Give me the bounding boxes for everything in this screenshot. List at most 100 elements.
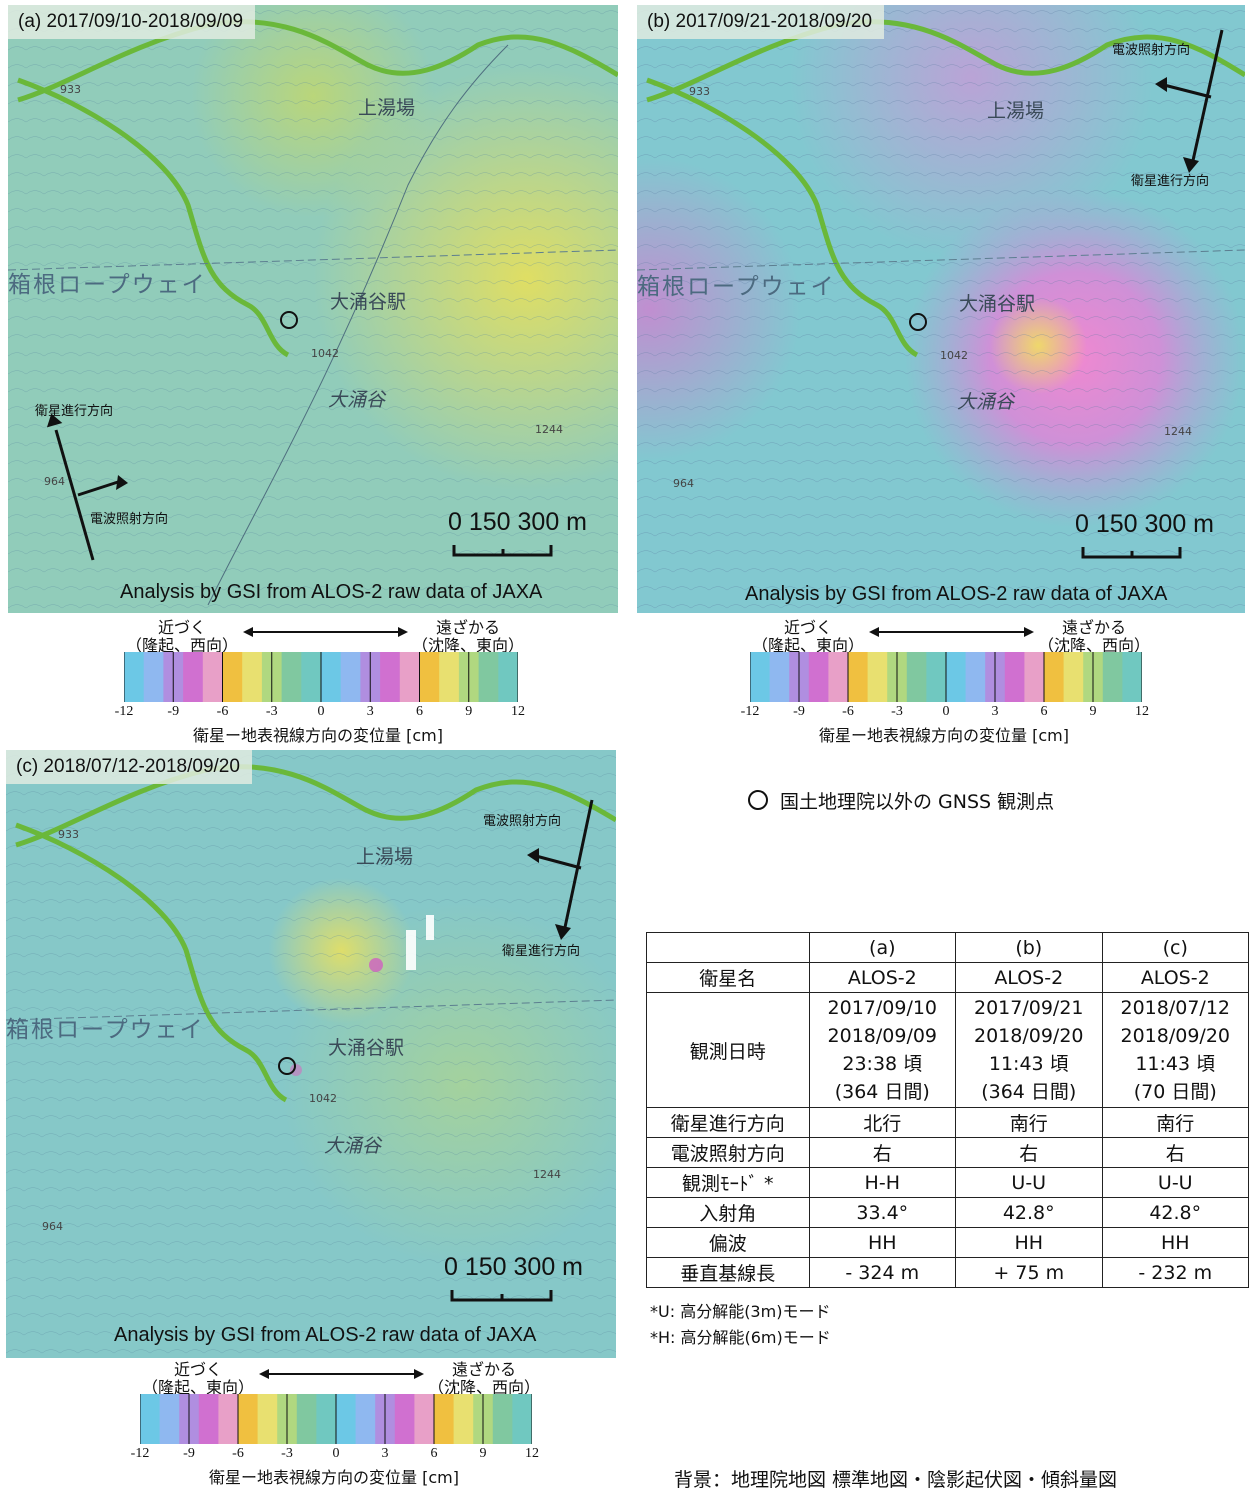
colorbar-swatch [936, 652, 947, 702]
colorbar-swatch [355, 1394, 366, 1444]
colorbar-tick-label: 3 [991, 704, 999, 719]
colorbar-swatch [808, 652, 820, 702]
colorbar-swatch [463, 1394, 474, 1444]
colorbar-swatch [218, 1394, 229, 1444]
row-header: 衛星名 [646, 962, 810, 993]
colorbar-swatch [995, 652, 1006, 702]
color-legend-c: 近づく （隆起、東向） 遠ざかる （沈降、西向） -12 -9 -6 -3 0 3 6 9 12… [114, 1356, 554, 1487]
road [646, 77, 919, 358]
near-label: 近づく [783, 618, 832, 637]
far-sub-label: （沈降、西向） [427, 1378, 540, 1397]
map-panel-c: (c) 2018/07/12-2018/09/20 上湯場 箱根ロープウェイ 大… [6, 750, 616, 1358]
table-cell: 右 [808, 1137, 957, 1168]
cell-line: 2017/09/10 [827, 997, 938, 1019]
colorbar-swatch [350, 652, 361, 702]
scale-bar: 0 150 300 m [444, 1253, 583, 1311]
circle-icon [748, 790, 768, 810]
row-header: 観測ﾓｰﾄﾞ * [646, 1167, 810, 1198]
colorbar-swatch [336, 1394, 347, 1444]
elevation-label: 933 [58, 828, 79, 841]
colorbar-swatch [183, 652, 194, 702]
colorbar-swatch [414, 1394, 425, 1444]
colorbar-swatch [389, 652, 401, 702]
colorbar-swatch [955, 652, 967, 702]
colorbar-tick-label: -12 [740, 704, 760, 719]
colorbar-tick-label: 12 [1135, 704, 1149, 719]
color-legend-a: 近づく （隆起、西向） 遠ざかる （沈降、東向） -12 -9 -6 -3 0 3 6 9 12… [98, 614, 538, 745]
colorbar-swatch [429, 652, 440, 702]
colorbar-swatch [483, 1394, 494, 1444]
colorbar-swatch [443, 1394, 455, 1444]
colorbar-swatch [202, 652, 214, 702]
place-label: 上湯場 [358, 97, 416, 119]
elevation-label: 1244 [1164, 425, 1192, 438]
far-sub-label: （沈降、西向） [1037, 636, 1150, 655]
colorbar-swatch [340, 652, 352, 702]
table-cell: 南行 [955, 1107, 1103, 1138]
attribution: Analysis by GSI from ALOS-2 raw data of … [114, 1324, 537, 1346]
colorbar-swatch [140, 1394, 151, 1444]
colorbar-swatch [828, 652, 839, 702]
colorbar-swatch [153, 652, 164, 702]
table-cell: U-U [955, 1167, 1103, 1198]
colorbar-tick-label: 9 [1089, 704, 1097, 719]
colorbar-swatch [242, 652, 253, 702]
colorbar-tick-label: 6 [416, 704, 423, 719]
panel-label: (a) 2017/09/10-2018/09/09 [8, 5, 256, 39]
colorbar-swatch [159, 1394, 170, 1444]
row-header: 観測日時 [646, 992, 810, 1108]
colorbar-swatch [857, 652, 869, 702]
colorbar-swatch [750, 652, 761, 702]
colorbar-swatch [848, 652, 859, 702]
colorbar-swatch [330, 652, 342, 702]
colorbar-swatch [306, 1394, 317, 1444]
colorbar-swatch [173, 652, 184, 702]
far-label: 遠ざかる [435, 618, 500, 637]
elevation-label: 964 [673, 477, 694, 490]
colorbar-tick-label: 12 [525, 1446, 539, 1461]
cell-line: (364 日間) [834, 1081, 930, 1103]
map-panel-a: (a) 2017/09/10-2018/09/09 上湯場 箱根ロープウェイ 大… [8, 5, 618, 613]
colorbar-tick-label: -12 [114, 704, 134, 719]
colorbar-swatch [261, 652, 273, 702]
colorbar-swatch [502, 1394, 513, 1444]
colorbar-swatch [143, 652, 155, 702]
colorbar-swatch [877, 652, 888, 702]
cell-line: (364 日間) [981, 1081, 1077, 1103]
table-cell: ALOS-2 [808, 962, 957, 993]
colorbar-swatch [404, 1394, 415, 1444]
colorbar-swatch [232, 652, 243, 702]
cell-line: 23:38 頃 [842, 1053, 923, 1075]
elevation-label: 1244 [535, 423, 563, 436]
table-cell: HH [955, 1227, 1103, 1258]
colorbar-swatch [897, 652, 908, 702]
row-header: 入射角 [646, 1197, 810, 1228]
colorbar-swatch [360, 652, 371, 702]
colorbar-swatch [478, 652, 490, 702]
place-label: 箱根ロープウェイ [637, 274, 836, 300]
elevation-label: 1042 [311, 347, 339, 360]
insar-map-b [637, 5, 1245, 613]
colorbar-swatch [252, 652, 263, 702]
color-legend-b: 近づく （隆起、東向） 遠ざかる （沈降、西向） -12 -9 -6 -3 0 3 6 9 12… [724, 614, 1164, 745]
radar-direction-label: 電波照射方向 [1112, 43, 1191, 58]
table-cell: 33.4° [808, 1197, 957, 1228]
place-label: 大涌谷 [328, 389, 386, 411]
colorbar-swatch [365, 1394, 376, 1444]
colorbar-swatch [779, 652, 790, 702]
colorbar-swatch [291, 652, 302, 702]
colorbar-tick-label: 9 [465, 704, 473, 719]
colorbar-swatch [1122, 652, 1133, 702]
elevation-label: 933 [60, 83, 81, 96]
table-cell: 42.8° [1101, 1197, 1249, 1228]
colorbar [124, 652, 518, 702]
legend-caption: 衛星ー地表視線方向の変位量 [cm] [819, 726, 1069, 745]
radar-direction-label: 電波照射方向 [90, 512, 169, 527]
colorbar [750, 652, 1142, 702]
colorbar-swatch [228, 1394, 239, 1444]
colorbar-swatch [508, 652, 518, 702]
colorbar-swatch [916, 652, 927, 702]
table-cell: 北行 [808, 1107, 957, 1138]
colorbar-swatch [498, 652, 509, 702]
colorbar-swatch [799, 652, 810, 702]
